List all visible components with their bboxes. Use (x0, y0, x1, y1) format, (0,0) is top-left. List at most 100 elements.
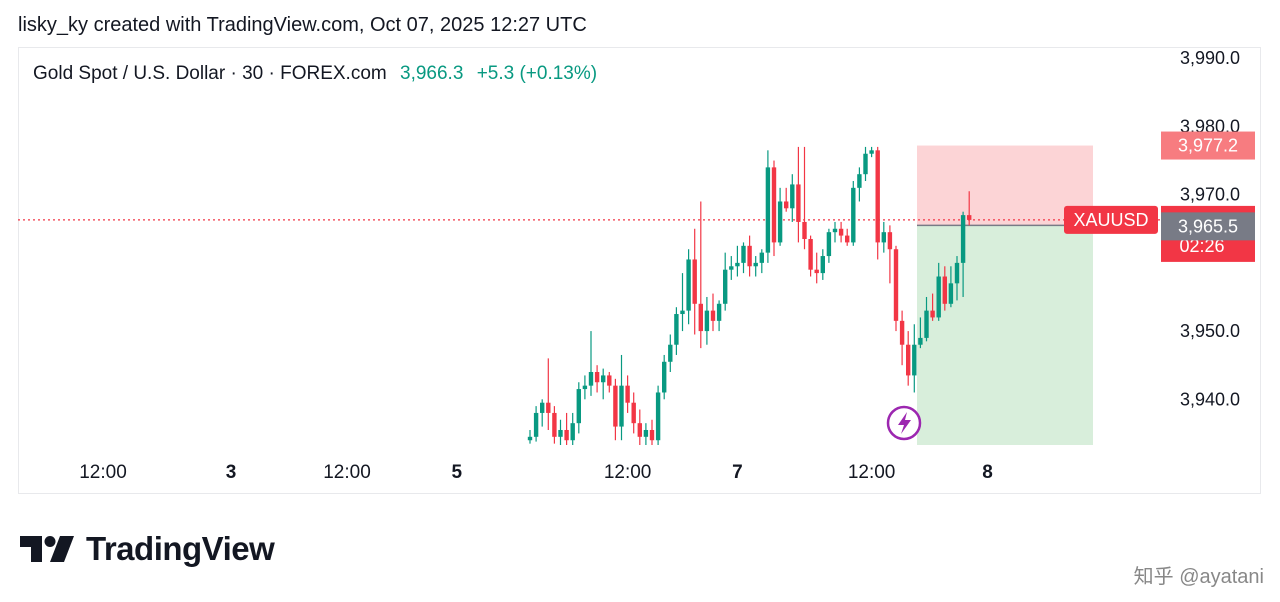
candle-body (960, 215, 966, 263)
candle-body (631, 402, 636, 424)
chart-snapshot-title: lisky_ky created with TradingView.com, O… (18, 14, 587, 36)
candle-body (832, 228, 838, 233)
candle-body (533, 412, 539, 437)
candle-body (668, 344, 673, 362)
countdown-label: 02:26 (1179, 236, 1224, 256)
candle-body (619, 385, 624, 427)
candle (747, 235, 752, 277)
candle-body (820, 256, 825, 274)
candle (533, 406, 539, 442)
candle (820, 249, 825, 280)
logo-wordmark: TradingView (86, 530, 275, 567)
candle (655, 385, 661, 445)
candle-body (552, 412, 557, 437)
target-price-label: 3,977.2 (1178, 136, 1238, 156)
target-price-tag (1161, 131, 1255, 160)
time-tick-label: 8 (982, 462, 993, 483)
candle (954, 256, 960, 301)
candle-body (967, 215, 972, 220)
candle-body (784, 201, 789, 209)
candle (771, 160, 777, 257)
tradingview-logo: TradingView (20, 530, 275, 568)
lightning-icon[interactable] (886, 405, 922, 441)
symbol-tag-label: XAUUSD (1073, 210, 1148, 230)
time-tick-label: 12:00 (79, 462, 127, 483)
candle-body (838, 228, 844, 236)
candle-body (698, 303, 703, 332)
candle-body (637, 423, 642, 437)
price-tick-label: 3,990.0 (1180, 48, 1240, 68)
candle (686, 249, 691, 325)
candle (558, 419, 563, 445)
candle (777, 187, 783, 246)
candle (845, 228, 850, 246)
candle-body (875, 150, 880, 243)
candle (887, 225, 893, 284)
candle (790, 174, 795, 222)
candle-body (777, 201, 783, 243)
tradingview-mark-icon (20, 536, 74, 562)
candle (875, 146, 880, 260)
entry-price-tag (1161, 212, 1255, 241)
candle-body (942, 276, 947, 304)
candle-body (759, 252, 764, 263)
candle (576, 382, 581, 434)
price-tick-label: 3,970.0 (1180, 185, 1240, 205)
candle-body (674, 314, 679, 345)
candle (942, 266, 947, 311)
candles-layer (527, 146, 972, 445)
candle (674, 307, 679, 355)
candle (692, 228, 697, 335)
candle-body (710, 310, 716, 321)
candle (625, 375, 630, 413)
target-zone (917, 145, 1093, 226)
candle-body (643, 429, 649, 437)
candle-body (954, 262, 960, 284)
candle-body (826, 232, 832, 257)
candle (881, 221, 886, 253)
candle-body (936, 276, 941, 318)
candle (863, 146, 868, 182)
position-zones (18, 145, 1160, 445)
candle-body (546, 402, 551, 413)
candle-body (704, 310, 710, 332)
candle (729, 256, 734, 280)
candle-body (588, 372, 594, 386)
candle-body (906, 344, 911, 376)
candle (698, 201, 703, 349)
candle-body (857, 174, 862, 188)
price-axis: 3,990.0 3,980.0 3,970.0 3,950.0 3,940.0 (1180, 48, 1240, 409)
symbol-name[interactable]: Gold Spot / U.S. Dollar · 30 · FOREX.com (33, 63, 387, 84)
candle (765, 150, 771, 263)
candle (838, 221, 844, 243)
candle-body (796, 184, 801, 222)
candle (893, 245, 899, 332)
candle-body (771, 167, 777, 243)
symbol-tag (1064, 205, 1158, 234)
candle (668, 334, 673, 373)
candle-body (747, 245, 752, 267)
candle-body (735, 262, 740, 267)
candle-body (655, 392, 661, 441)
candle (570, 412, 575, 445)
candle (924, 296, 929, 342)
candle (759, 249, 764, 274)
candle-body (814, 269, 819, 274)
candle (930, 293, 935, 321)
candle-body (918, 337, 923, 345)
candle (649, 419, 655, 445)
candle-body (607, 375, 612, 386)
candle-body (924, 310, 929, 338)
last-price: 3,966.3 (400, 63, 464, 84)
candle-body (930, 310, 935, 318)
candle (826, 228, 832, 263)
candle (564, 412, 569, 445)
price-tick-label: 3,950.0 (1180, 321, 1240, 341)
candle (808, 235, 813, 277)
candle-body (808, 238, 813, 270)
candle (832, 221, 838, 243)
candle (967, 191, 972, 226)
candle-body (863, 153, 868, 175)
candle (716, 300, 722, 332)
candle (912, 324, 917, 393)
